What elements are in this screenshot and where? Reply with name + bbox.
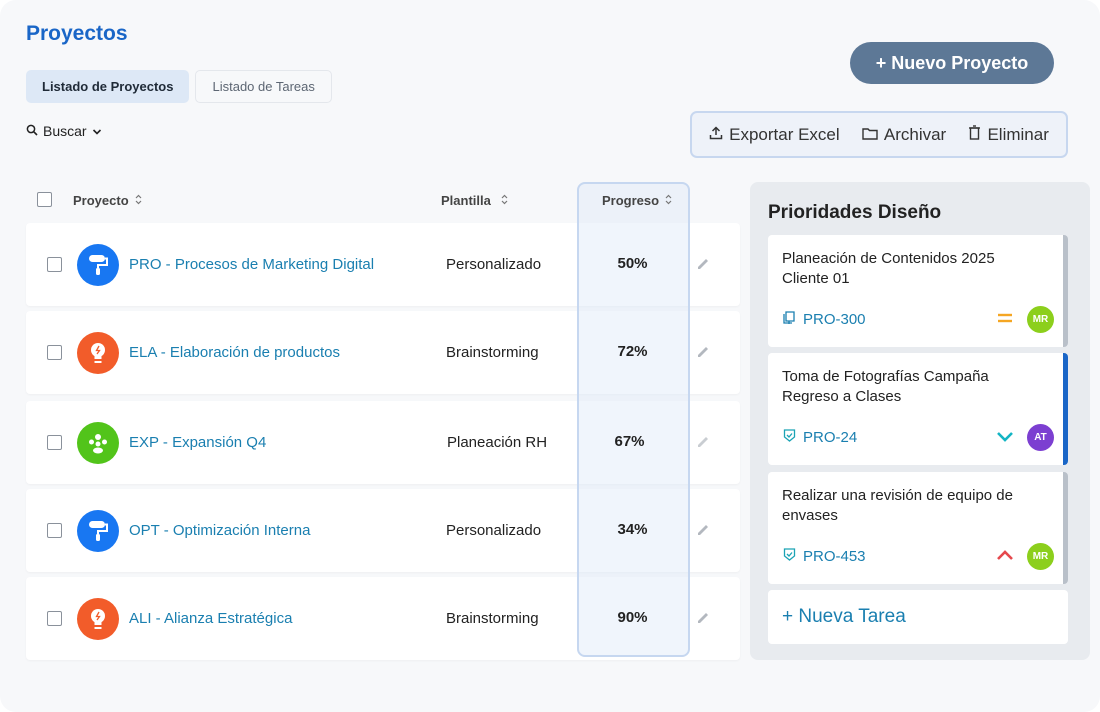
search-icon: [26, 123, 38, 139]
export-excel-label: Exportar Excel: [729, 124, 840, 144]
pencil-icon[interactable]: [696, 610, 711, 630]
status-bar: [1063, 235, 1068, 347]
assignee-avatar[interactable]: MR: [1027, 543, 1054, 570]
project-name-link[interactable]: ELA - Elaboración de productos: [129, 344, 340, 361]
priority-low-icon: [996, 429, 1014, 448]
project-template: Brainstorming: [446, 610, 539, 627]
header-template[interactable]: Plantilla: [441, 193, 508, 208]
shield-check-icon: [782, 547, 797, 566]
archive-button[interactable]: Archivar: [862, 125, 946, 145]
chevron-down-icon: [92, 123, 102, 139]
project-progress: 67%: [614, 433, 645, 450]
header-progress[interactable]: Progreso: [602, 193, 672, 208]
sort-icon: [135, 193, 142, 208]
archive-label: Archivar: [883, 124, 947, 144]
table-header: Proyecto Plantilla Progreso: [26, 182, 740, 218]
team-icon: [77, 422, 119, 464]
row-checkbox[interactable]: [47, 611, 62, 626]
row-checkbox[interactable]: [47, 435, 62, 450]
book-icon: [782, 310, 797, 329]
row-checkbox[interactable]: [47, 523, 62, 538]
delete-label: Eliminar: [987, 124, 1049, 144]
task-id[interactable]: PRO-453: [782, 547, 866, 566]
priority-medium-icon: [996, 311, 1014, 330]
project-template: Personalizado: [446, 256, 542, 273]
pencil-icon[interactable]: [696, 256, 711, 276]
project-name-link[interactable]: EXP - Expansión Q4: [129, 434, 267, 451]
table-row[interactable]: EXP - Expansión Q4 Planeación RH 67%: [26, 401, 740, 484]
priorities-panel: Prioridades Diseño Planeación de Conteni…: [750, 182, 1090, 660]
task-id-label: PRO-300: [803, 311, 866, 328]
table-row[interactable]: ALI - Alianza Estratégica Brainstorming …: [26, 577, 740, 660]
task-card[interactable]: Planeación de Contenidos 2025 Cliente 01…: [768, 235, 1068, 347]
search-dropdown[interactable]: Buscar: [26, 123, 102, 139]
upload-icon: [709, 125, 723, 145]
project-template: Brainstorming: [446, 344, 539, 361]
status-bar: [1063, 472, 1068, 584]
table-row[interactable]: OPT - Optimización Interna Personalizado…: [26, 489, 740, 572]
search-label: Buscar: [43, 123, 87, 139]
view-tabs: Listado de Proyectos Listado de Tareas: [26, 70, 332, 103]
project-progress: 34%: [617, 521, 648, 538]
paint-roller-icon: [77, 510, 119, 552]
project-name-link[interactable]: PRO - Procesos de Marketing Digital: [129, 256, 375, 273]
tab-projects-list[interactable]: Listado de Proyectos: [26, 70, 190, 103]
project-progress: 72%: [617, 343, 648, 360]
lightbulb-icon: [77, 332, 119, 374]
export-excel-button[interactable]: Exportar Excel: [709, 125, 840, 145]
task-id-label: PRO-24: [803, 429, 858, 446]
pencil-icon[interactable]: [696, 434, 711, 454]
assignee-avatar[interactable]: MR: [1027, 306, 1054, 333]
project-template: Personalizado: [446, 522, 542, 539]
header-project-label: Proyecto: [73, 193, 129, 208]
tab-tasks-list[interactable]: Listado de Tareas: [195, 70, 332, 103]
page-title: Proyectos: [26, 22, 128, 45]
task-id[interactable]: PRO-300: [782, 310, 866, 329]
project-template: Planeación RH: [447, 434, 548, 451]
lightbulb-icon: [77, 598, 119, 640]
priority-high-icon: [996, 548, 1014, 567]
task-id-label: PRO-453: [803, 548, 866, 565]
new-project-button[interactable]: + Nuevo Proyecto: [850, 42, 1054, 84]
folder-icon: [862, 125, 878, 145]
sort-icon: [501, 193, 508, 208]
task-card[interactable]: Realizar una revisión de equipo de envas…: [768, 472, 1068, 584]
trash-icon: [968, 124, 981, 145]
select-all-checkbox[interactable]: [37, 192, 52, 207]
project-progress: 90%: [617, 609, 648, 626]
header-template-label: Plantilla: [441, 193, 491, 208]
table-row[interactable]: PRO - Procesos de Marketing Digital Pers…: [26, 223, 740, 306]
sort-icon: [665, 193, 672, 208]
pencil-icon[interactable]: [696, 344, 711, 364]
delete-button[interactable]: Eliminar: [968, 124, 1049, 145]
task-id[interactable]: PRO-24: [782, 428, 857, 447]
task-title: Realizar una revisión de equipo de envas…: [782, 487, 1013, 524]
assignee-avatar[interactable]: AT: [1027, 424, 1054, 451]
header-progress-label: Progreso: [602, 193, 660, 208]
project-name-link[interactable]: ALI - Alianza Estratégica: [129, 610, 293, 627]
shield-check-icon: [782, 428, 797, 447]
panel-title: Prioridades Diseño: [768, 202, 942, 223]
new-task-button[interactable]: + Nueva Tarea: [768, 590, 1068, 644]
task-card[interactable]: Toma de Fotografías Campaña Regreso a Cl…: [768, 353, 1068, 465]
paint-roller-icon: [77, 244, 119, 286]
header-project[interactable]: Proyecto: [73, 193, 142, 208]
project-name-link[interactable]: OPT - Optimización Interna: [129, 522, 311, 539]
table-row[interactable]: ELA - Elaboración de productos Brainstor…: [26, 311, 740, 394]
status-bar: [1063, 353, 1068, 465]
task-title: Planeación de Contenidos 2025 Cliente 01: [782, 250, 995, 287]
row-checkbox[interactable]: [47, 257, 62, 272]
bulk-actions-toolbar: Exportar Excel Archivar Eliminar: [690, 111, 1068, 158]
task-title: Toma de Fotografías Campaña Regreso a Cl…: [782, 368, 989, 405]
project-progress: 50%: [617, 255, 648, 272]
row-checkbox[interactable]: [47, 345, 62, 360]
pencil-icon[interactable]: [696, 522, 711, 542]
